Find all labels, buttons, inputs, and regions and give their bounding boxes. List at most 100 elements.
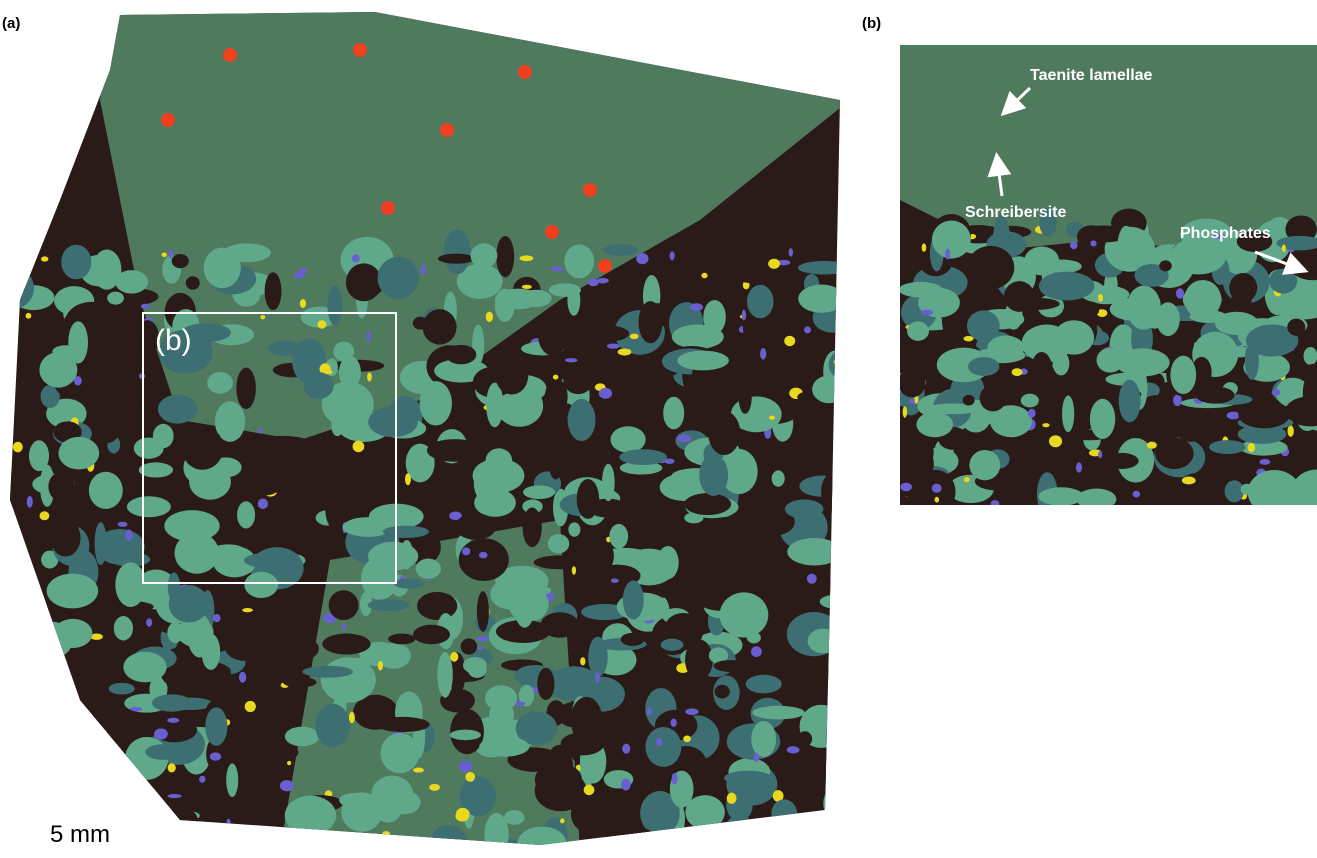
mineral-grain xyxy=(139,373,145,379)
mineral-grain xyxy=(23,684,56,696)
mineral-grain xyxy=(1260,460,1268,464)
mineral-grain xyxy=(474,463,502,503)
mineral-grain xyxy=(787,746,800,753)
mineral-grain xyxy=(900,483,912,492)
mineral-grain xyxy=(829,751,835,763)
mineral-grain xyxy=(728,249,773,283)
mineral-grain xyxy=(145,744,180,760)
mineral-grain xyxy=(20,730,51,753)
mineral-grain xyxy=(41,256,48,261)
mineral-grain xyxy=(213,614,221,622)
metal-nodule xyxy=(545,225,559,239)
mineral-grain xyxy=(127,496,171,517)
mineral-grain xyxy=(47,573,98,608)
mineral-grain xyxy=(772,470,785,486)
mineral-grain xyxy=(95,529,145,565)
mineral-grain xyxy=(169,808,198,834)
mineral-grain xyxy=(1159,260,1172,271)
metal-nodule xyxy=(353,43,367,57)
mineral-grain xyxy=(378,661,383,671)
mineral-grain xyxy=(465,772,475,782)
mineral-grain xyxy=(537,668,554,700)
sample-map xyxy=(0,0,867,858)
mineral-grain xyxy=(670,251,675,260)
mineral-grain xyxy=(595,672,600,682)
mineral-grain xyxy=(388,634,415,645)
mineral-grain xyxy=(227,819,231,828)
mineral-grain xyxy=(657,546,678,579)
mineral-grain xyxy=(603,826,656,855)
mineral-grain xyxy=(495,356,528,395)
inset-label: (b) xyxy=(155,324,192,357)
mineral-grain xyxy=(1098,294,1103,302)
mineral-grain xyxy=(17,268,26,279)
mineral-grain xyxy=(1155,438,1193,469)
mineral-grain xyxy=(115,562,145,607)
mineral-grain xyxy=(727,793,737,804)
mineral-grain xyxy=(802,416,815,452)
mineral-grain xyxy=(708,411,740,455)
mineral-grain xyxy=(837,262,854,283)
mineral-grain xyxy=(82,795,94,804)
mineral-grain xyxy=(726,788,753,821)
mineral-grain xyxy=(520,255,534,261)
mineral-grain xyxy=(579,325,629,342)
mineral-grain xyxy=(123,652,166,683)
mineral-grain xyxy=(724,771,772,786)
mineral-grain xyxy=(446,345,477,364)
mineral-grain xyxy=(302,666,353,678)
mineral-grain xyxy=(932,484,942,493)
mineral-grain xyxy=(169,249,173,259)
mineral-grain xyxy=(969,450,1000,480)
panel-label: (b) xyxy=(862,15,881,32)
mineral-grain xyxy=(534,555,586,569)
mineral-grain xyxy=(382,831,390,836)
mineral-grain xyxy=(226,763,238,797)
figure: (b) (a) (b) 5 mm Taenite lamellae Schrei… xyxy=(0,0,1317,858)
mineral-grain xyxy=(450,730,481,741)
mineral-grain xyxy=(456,808,470,820)
mineral-grain xyxy=(23,737,42,750)
mineral-grain xyxy=(535,763,582,797)
mineral-grain xyxy=(553,375,559,380)
mineral-grain xyxy=(523,485,555,499)
mineral-grain xyxy=(427,439,482,462)
mineral-grain xyxy=(588,637,607,677)
mineral-grain xyxy=(244,572,278,598)
mineral-grain xyxy=(618,348,632,355)
mineral-grain xyxy=(945,249,950,260)
mineral-grain xyxy=(1090,399,1115,439)
mineral-grain xyxy=(1116,348,1170,376)
mineral-grain xyxy=(1042,423,1049,427)
mineral-grain xyxy=(242,608,253,612)
mineral-grain xyxy=(1063,304,1099,318)
mineral-grain xyxy=(236,368,256,410)
mineral-grain xyxy=(280,780,294,791)
mineral-grain xyxy=(463,657,487,674)
mineral-grain xyxy=(812,375,846,403)
mineral-grain xyxy=(821,810,867,835)
mineral-grain xyxy=(834,359,843,366)
mineral-grain xyxy=(607,343,620,348)
mineral-grain xyxy=(300,299,306,308)
mineral-grain xyxy=(1104,453,1138,469)
mineral-grain xyxy=(821,471,852,513)
mineral-grain xyxy=(167,718,179,723)
mineral-grain xyxy=(304,372,334,399)
mineral-grain xyxy=(967,246,1014,289)
mineral-grain xyxy=(818,826,858,858)
mineral-grain xyxy=(367,372,372,381)
mineral-grain xyxy=(903,406,907,417)
mineral-grain xyxy=(168,572,180,601)
annotation: Phosphates xyxy=(1180,225,1271,242)
mineral-grain xyxy=(477,591,489,631)
mineral-grain xyxy=(1209,440,1246,454)
annotation: Taenite lamellae xyxy=(1030,67,1153,84)
mineral-grain xyxy=(987,336,1024,361)
mineral-grain xyxy=(518,827,566,858)
mineral-grain xyxy=(478,646,484,650)
mineral-grain xyxy=(768,259,780,269)
mineral-grain xyxy=(272,745,299,760)
mineral-grain xyxy=(636,253,648,264)
mineral-grain xyxy=(417,592,457,620)
